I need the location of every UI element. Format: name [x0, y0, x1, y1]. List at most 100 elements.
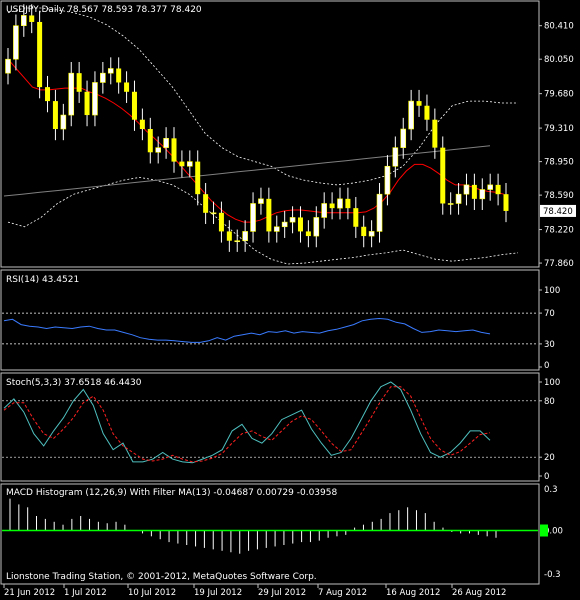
- candle-body: [226, 231, 232, 241]
- stoch-tick-label: 100: [544, 378, 560, 388]
- candle-body: [29, 15, 35, 22]
- candle-body: [5, 58, 11, 74]
- candle-body: [131, 91, 137, 120]
- current-price-label: 78.420: [543, 207, 573, 217]
- candle-body: [107, 68, 114, 74]
- stoch-panel-title: Stoch(5,3,3) 37.6518 46.4430: [6, 378, 142, 388]
- candle-body: [195, 161, 201, 195]
- candle-body: [76, 73, 82, 92]
- rsi-line: [3, 317, 491, 343]
- macd-tick-label: 0.3: [544, 485, 558, 495]
- candle-body: [400, 128, 407, 148]
- bollinger-lower-line: [7, 176, 519, 265]
- ma-slow-line: [3, 145, 491, 197]
- candle-body: [218, 212, 224, 232]
- candle-body: [329, 203, 335, 209]
- rsi-tick-label: 70: [544, 309, 555, 319]
- price-tick-label: 78.590: [544, 191, 574, 201]
- candle-body: [45, 87, 51, 102]
- candle-body: [471, 184, 477, 199]
- candle-body: [258, 198, 264, 204]
- macd-zero-badge: [540, 524, 548, 537]
- candle-body: [345, 198, 351, 209]
- candle-body: [179, 161, 185, 167]
- candle-body: [416, 101, 422, 106]
- candle-body: [353, 208, 359, 227]
- current-price-badge: [540, 204, 576, 217]
- price-panel-title: USDJPY,Daily 78.567 78.593 78.377 78.420: [6, 5, 202, 15]
- price-tick-label: 78.950: [544, 158, 574, 168]
- stoch-signal-line: [3, 386, 491, 463]
- stoch-main-line: [3, 381, 491, 464]
- candle-body: [92, 82, 98, 116]
- candle-body: [368, 231, 375, 237]
- macd-panel-frame[interactable]: [0, 483, 540, 585]
- candle-body: [250, 203, 256, 232]
- date-tick-label: 16 Aug 2012: [386, 588, 440, 598]
- price-tick-label: 78.220: [544, 226, 574, 236]
- candle-body: [266, 198, 272, 232]
- candle-body: [60, 114, 67, 130]
- date-tick-label: 21 Jun 2012: [4, 588, 55, 598]
- candle-body: [384, 165, 391, 195]
- candle-body: [124, 82, 130, 92]
- date-tick-label: 19 Jul 2012: [194, 588, 242, 598]
- candle-body: [455, 193, 462, 204]
- candle-body: [463, 184, 470, 195]
- candle-body: [273, 226, 280, 232]
- candle-body: [487, 184, 493, 190]
- date-tick-label: 26 Aug 2012: [452, 588, 506, 598]
- price-tick-label: 80.050: [544, 55, 574, 65]
- macd-panel-title: MACD Histogram (12,26,9) With Filter MA(…: [6, 488, 337, 498]
- macd-tick-label: -0.3: [544, 570, 561, 580]
- candle-body: [139, 119, 145, 130]
- axis-labels: 80.410 80.050 79.680 79.310 78.950 78.590 78.2…: [3, 22, 576, 598]
- stoch-panel-frame[interactable]: [0, 372, 540, 482]
- stoch-chart: [2, 381, 538, 464]
- candle-body: [432, 119, 438, 148]
- candle-body: [297, 217, 303, 232]
- candle-body: [392, 147, 399, 167]
- candle-body: [321, 203, 327, 218]
- candle-body: [210, 212, 217, 215]
- candle-body: [52, 101, 58, 130]
- rsi-panel-title: RSI(14) 43.4521: [6, 275, 79, 285]
- candle-body: [479, 189, 486, 200]
- candle-body: [447, 203, 454, 205]
- candle-body: [313, 217, 320, 237]
- macd-tick-label: 0.00: [544, 527, 563, 537]
- candle-body: [84, 91, 90, 116]
- stoch-tick-label: 0: [544, 472, 549, 482]
- macd-chart: [2, 498, 538, 554]
- candle-body: [495, 184, 501, 195]
- candle-body: [116, 68, 122, 83]
- candle-body: [376, 193, 383, 232]
- ma-fast-line: [7, 58, 505, 223]
- rsi-chart: [2, 312, 538, 345]
- candle-body: [503, 194, 509, 211]
- price-tick-label: 77.860: [544, 259, 574, 269]
- candle-body: [171, 138, 177, 162]
- bollinger-upper-line: [7, 7, 518, 186]
- date-tick-label: 29 Jul 2012: [258, 588, 306, 598]
- footer-copyright: Lionstone Trading Station, © 2001-2012, …: [6, 572, 317, 582]
- date-tick-label: 10 Jul 2012: [128, 588, 176, 598]
- candle-body: [440, 147, 446, 204]
- rsi-tick-label: 0: [544, 361, 549, 371]
- rsi-tick-label: 100: [544, 286, 560, 296]
- price-tick-label: 79.310: [544, 124, 574, 134]
- candle-body: [21, 15, 27, 26]
- price-tick-label: 80.410: [544, 22, 574, 32]
- stoch-tick-label: 20: [544, 453, 555, 463]
- candle-body: [289, 217, 296, 223]
- candle-body: [187, 161, 193, 167]
- candle-body: [13, 25, 19, 60]
- candle-body: [281, 221, 288, 228]
- rsi-panel-frame[interactable]: [0, 269, 540, 371]
- candle-body: [234, 240, 241, 243]
- candle-body: [147, 129, 153, 153]
- stoch-tick-label: 80: [544, 397, 555, 407]
- candle-body: [37, 21, 43, 88]
- price-chart: [3, 4, 519, 265]
